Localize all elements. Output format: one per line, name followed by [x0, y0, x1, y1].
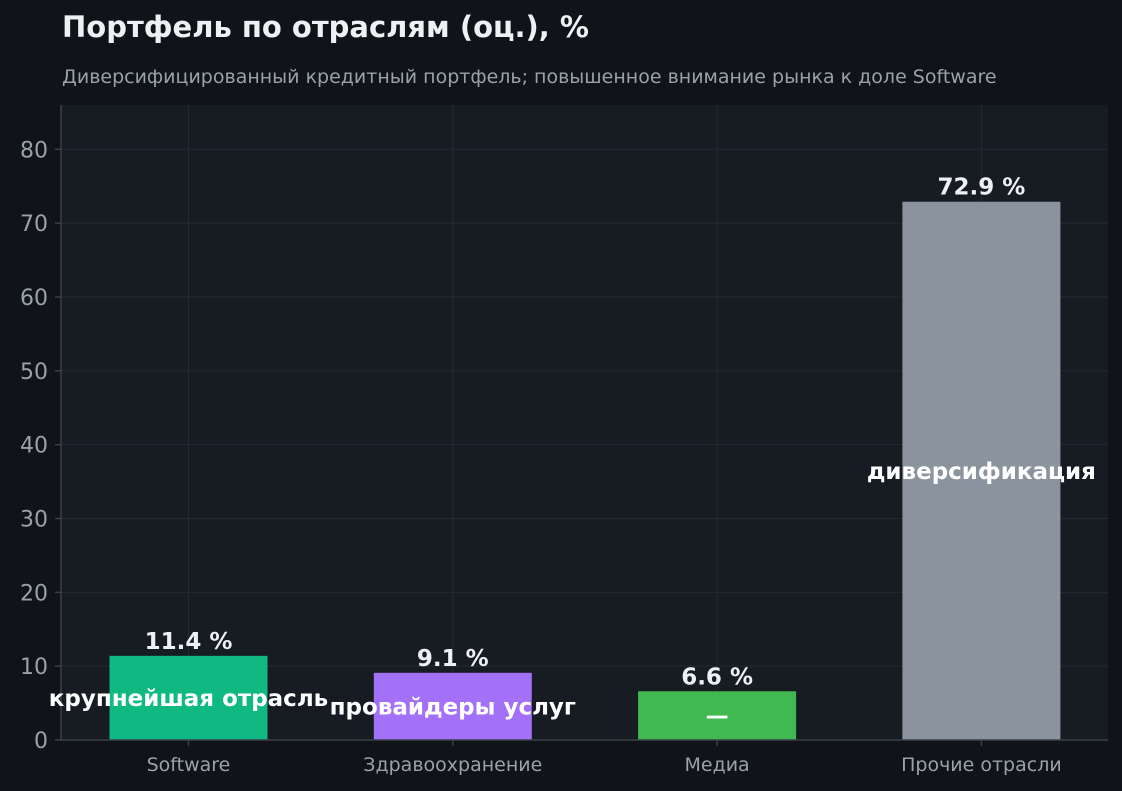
bar — [638, 691, 797, 740]
bars: 11.4 % крупнейшая отрасль 9.1 % провайдеры … — [49, 175, 1096, 740]
x-tick-label: Медиа — [684, 754, 749, 776]
y-tick-label: 0 — [34, 729, 48, 754]
bar-annotation-label: диверсификация — [867, 459, 1096, 485]
y-tick-label: 70 — [20, 212, 48, 237]
bar — [373, 672, 532, 740]
bar-annotation-label: провайдеры услуг — [330, 694, 576, 720]
x-tick-label: Software — [147, 754, 231, 776]
bar-value-label: 11.4 % — [145, 629, 233, 655]
bar-value-label: 9.1 % — [417, 646, 489, 672]
y-tick-label: 40 — [20, 434, 48, 459]
y-tick-label: 80 — [20, 138, 48, 163]
chart-subtitle: Диверсифицированный кредитный портфель; … — [62, 66, 997, 88]
y-tick-label: 50 — [20, 360, 48, 385]
bar-value-label: 72.9 % — [937, 175, 1025, 201]
bar — [109, 655, 268, 740]
y-tick-label: 30 — [20, 507, 48, 532]
y-axis: 0 10 20 30 40 50 60 70 80 — [20, 105, 62, 754]
y-tick-label: 20 — [20, 581, 48, 606]
x-tick-label: Здравоохранение — [363, 754, 542, 776]
bar-annotation-label: — — [706, 704, 729, 730]
chart-title: Портфель по отраслям (оц.), % — [62, 10, 589, 44]
bar-annotation-label: крупнейшая отрасль — [49, 686, 328, 712]
bar — [902, 201, 1061, 740]
y-tick-label: 10 — [20, 655, 48, 680]
x-axis: Software Здравоохранение Медиа Прочие отрас… — [61, 739, 1108, 776]
x-tick-label: Прочие отрасли — [901, 754, 1062, 776]
bar-value-label: 6.6 % — [681, 664, 753, 690]
y-tick-label: 60 — [20, 286, 48, 311]
